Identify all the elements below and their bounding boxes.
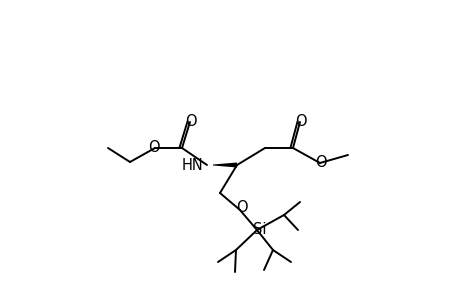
- Text: O: O: [314, 154, 326, 169]
- Text: Si: Si: [253, 223, 266, 238]
- Text: O: O: [235, 200, 247, 215]
- Text: HN: HN: [181, 158, 202, 172]
- Text: O: O: [148, 140, 159, 154]
- Polygon shape: [213, 163, 236, 167]
- Text: O: O: [185, 113, 196, 128]
- Text: O: O: [295, 113, 306, 128]
